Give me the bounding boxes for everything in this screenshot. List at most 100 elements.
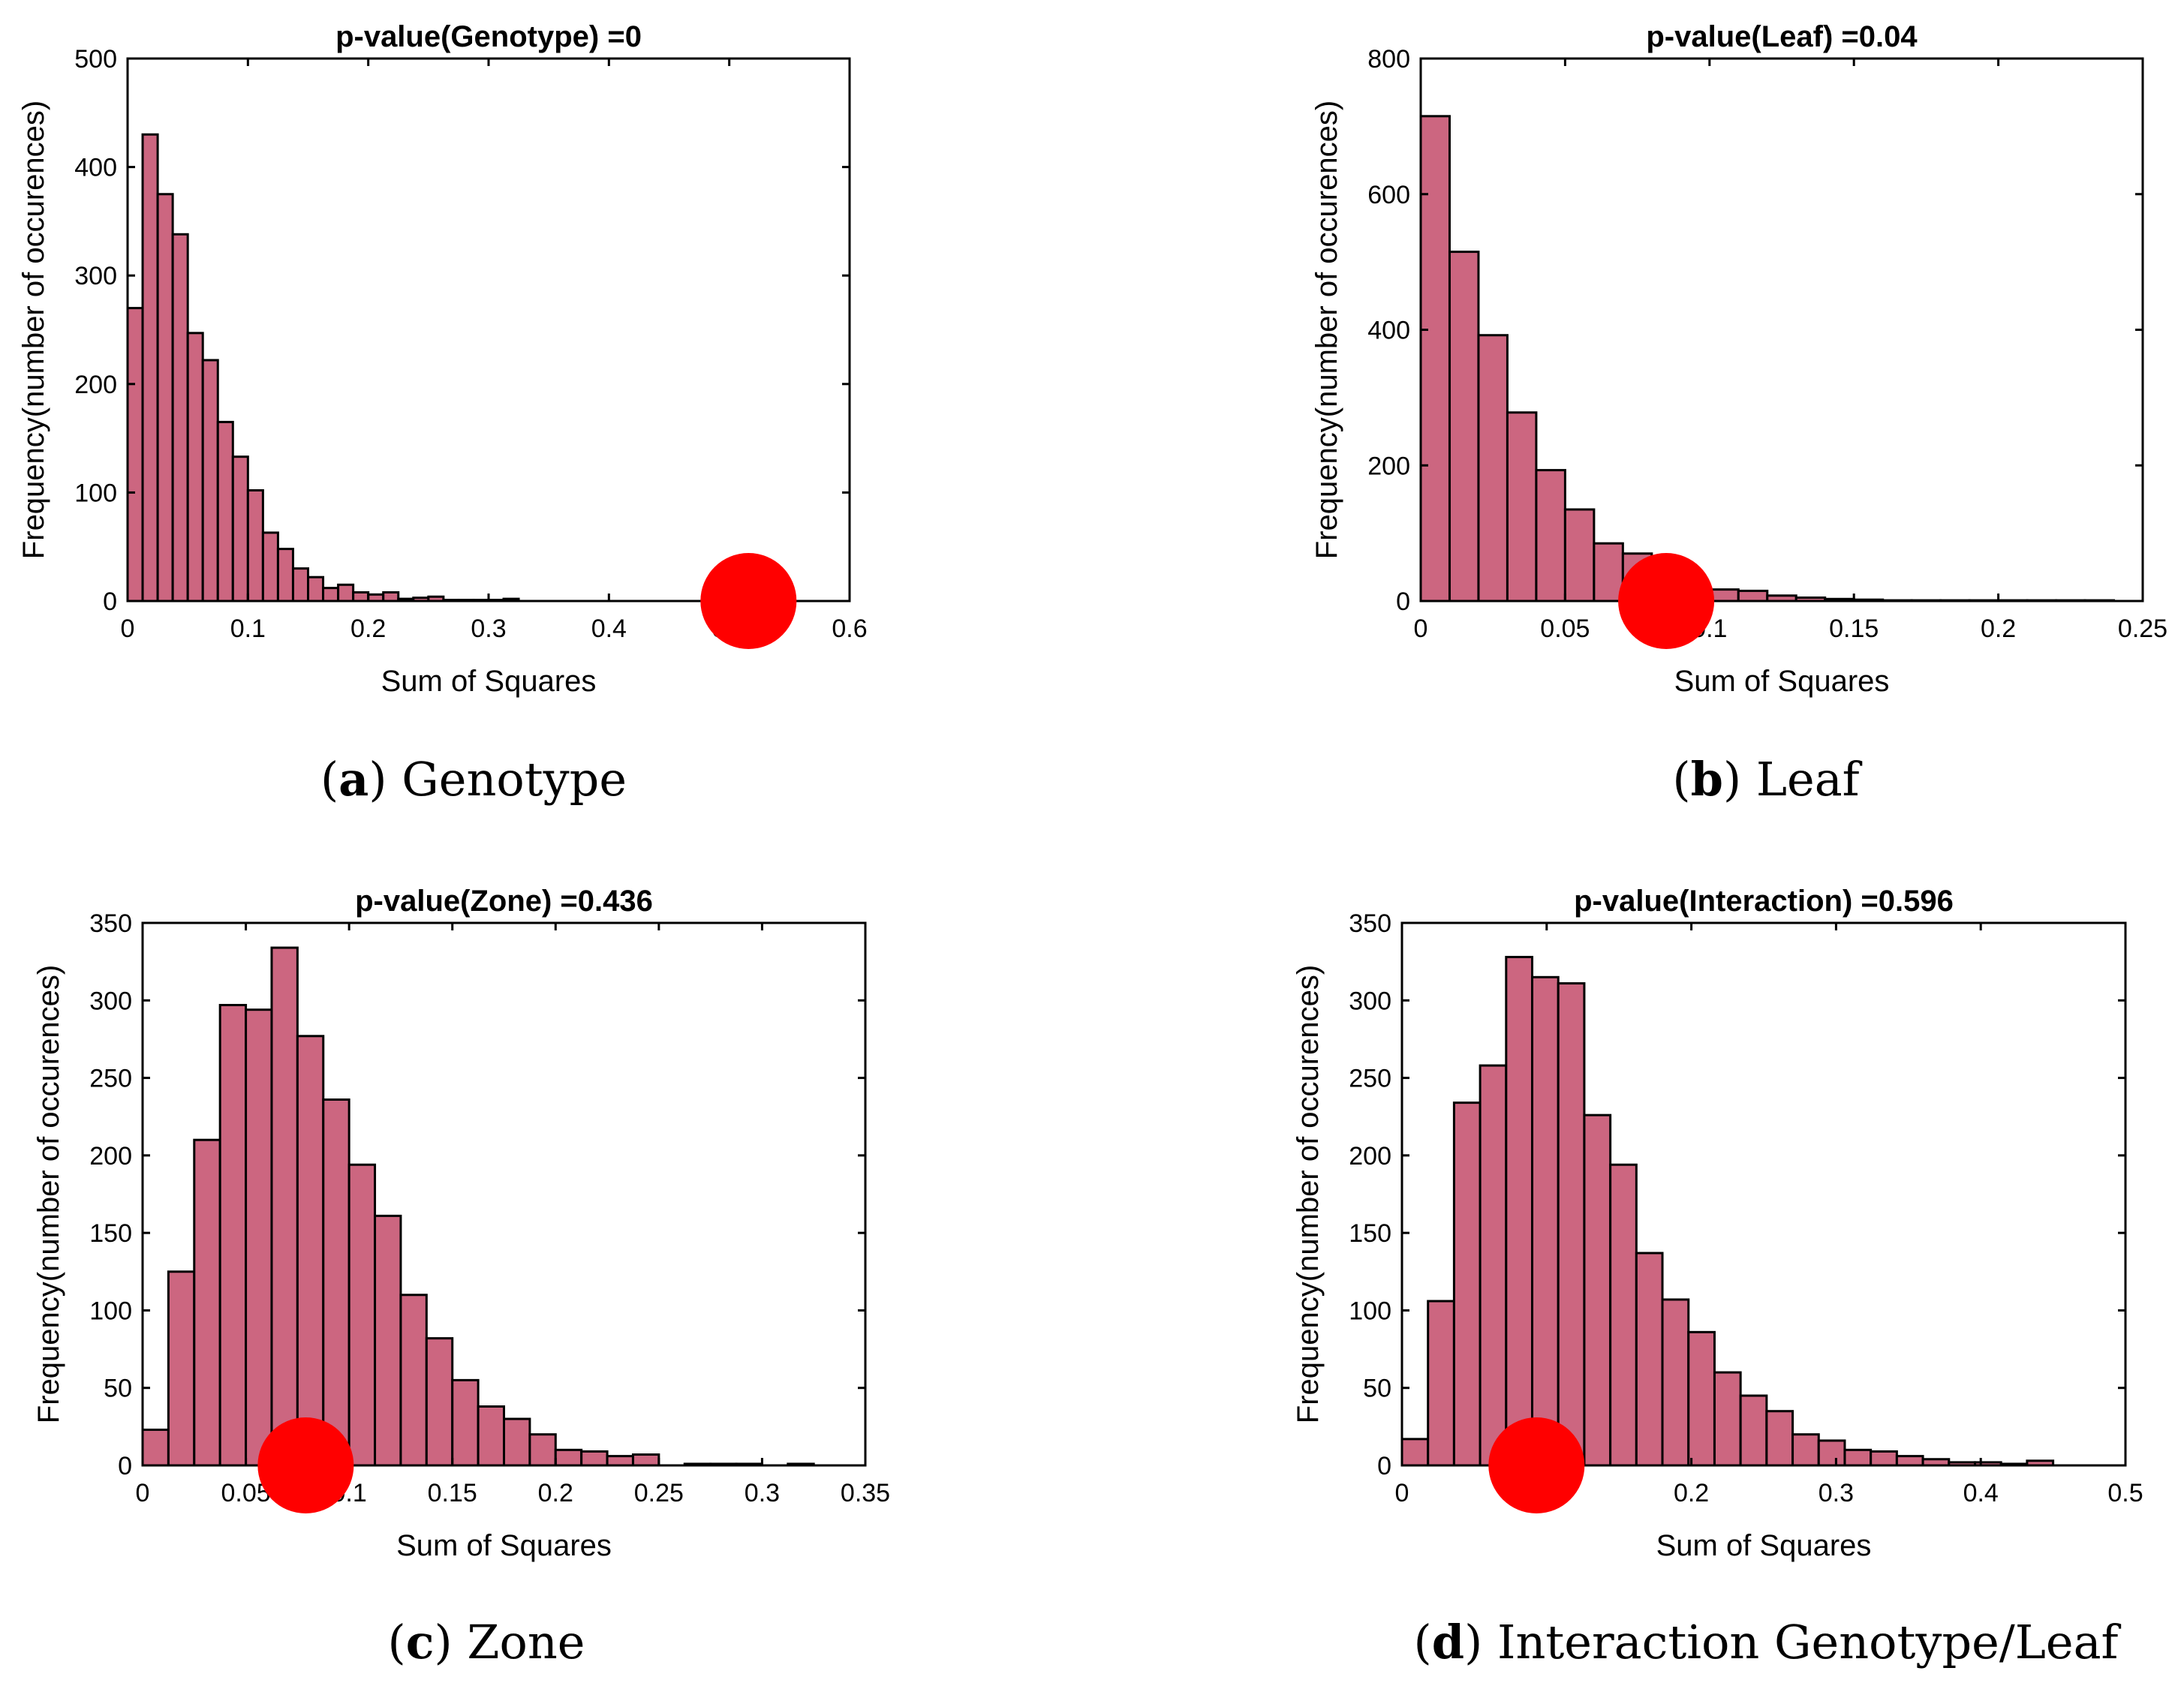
histogram-bar <box>451 1378 480 1467</box>
histogram-bar <box>1479 1064 1508 1467</box>
y-tick-label: 0 <box>1396 588 1410 616</box>
histogram-bar <box>218 1003 248 1467</box>
histogram-bar <box>382 591 400 603</box>
x-tick-label: 0.25 <box>634 1479 684 1507</box>
histogram-bar <box>1739 1394 1768 1467</box>
histogram-bar <box>1557 982 1586 1467</box>
panel-caption-text: Genotype <box>402 752 627 807</box>
y-tick-label: 250 <box>89 1065 132 1093</box>
histogram-bar <box>425 1337 454 1467</box>
chart-title: p-value(Interaction) =0.596 <box>1574 885 1954 918</box>
x-tick-label: 0.35 <box>841 1479 890 1507</box>
histogram-bar <box>528 1433 557 1467</box>
histogram-bar <box>167 1270 196 1467</box>
histogram-bar <box>1765 1410 1794 1467</box>
y-tick-label: 200 <box>89 1142 132 1171</box>
histogram-bar <box>1895 1455 1924 1467</box>
y-tick-label: 300 <box>74 262 117 290</box>
histogram-bar <box>171 233 189 603</box>
chart-panel-d: 00.10.20.30.40.5050100150200250300350p-v… <box>1292 885 2143 1669</box>
histogram-bar <box>141 1428 170 1467</box>
x-tick-label: 0.05 <box>1540 615 1590 643</box>
x-tick-label: 0.3 <box>745 1479 780 1507</box>
histogram-bar <box>1448 251 1480 603</box>
histogram-bar <box>186 332 204 603</box>
histogram-bar <box>193 1138 221 1467</box>
histogram-bar <box>1452 1101 1482 1467</box>
histogram-bar <box>216 420 234 603</box>
y-tick-label: 600 <box>1367 181 1410 209</box>
y-axis-label: Frequency(number of occurences) <box>17 101 50 559</box>
histogram-bar <box>606 1455 634 1467</box>
panel-caption-letter: c <box>406 1615 435 1669</box>
x-tick-label: 0.1 <box>230 615 266 643</box>
histogram-bar <box>261 531 279 603</box>
histogram-bar <box>1870 1450 1898 1467</box>
y-tick-label: 300 <box>1349 987 1391 1015</box>
histogram-bar <box>126 307 144 603</box>
chart-title: p-value(Leaf) =0.04 <box>1646 20 1918 53</box>
panel-caption-letter: d <box>1432 1615 1464 1669</box>
histogram-bar <box>347 1163 377 1467</box>
histogram-bar <box>554 1448 583 1467</box>
x-tick-label: 0.6 <box>832 615 867 643</box>
x-axis-label: Sum of Squares <box>1674 665 1890 698</box>
histogram-bar <box>1687 1330 1716 1467</box>
histogram-bar <box>1713 1371 1742 1467</box>
axes-frame <box>141 921 867 1467</box>
x-tick-label: 0 <box>1414 615 1428 643</box>
chart-title: p-value(Zone) =0.436 <box>355 885 653 918</box>
x-tick-label: 0 <box>121 615 135 643</box>
histogram-bar <box>246 489 264 603</box>
histogram-bar <box>1609 1163 1638 1467</box>
chart-panel-c: 0 0.05 0.1 0.15 0.2 0.25 0.3 0.3505010015020025… <box>32 885 890 1669</box>
histogram-bar <box>374 1214 402 1467</box>
chart-title: p-value(Genotype) =0 <box>335 20 642 53</box>
y-tick-label: 350 <box>1349 909 1391 938</box>
y-tick-label: 0 <box>118 1452 132 1480</box>
x-axis-label: Sum of Squares <box>396 1529 612 1562</box>
y-tick-label: 50 <box>1363 1375 1391 1403</box>
x-tick-label: 0 <box>136 1479 150 1507</box>
panel-caption: (c) Zone <box>388 1615 585 1669</box>
observed-value-marker <box>700 553 797 649</box>
x-tick-label: 0.4 <box>591 615 627 643</box>
histogram-bar <box>352 591 370 603</box>
histogram-bar <box>1419 115 1451 603</box>
histogram-bar <box>631 1453 660 1467</box>
y-tick-label: 350 <box>89 909 132 938</box>
y-tick-label: 150 <box>1349 1219 1391 1248</box>
x-tick-label: 0.2 <box>1981 615 2016 643</box>
observed-value-marker <box>257 1417 354 1513</box>
x-tick-label: 0.25 <box>2118 615 2167 643</box>
x-tick-label: 0.4 <box>1963 1479 1999 1507</box>
histogram-bar <box>1563 508 1596 603</box>
y-tick-label: 200 <box>1367 452 1410 480</box>
y-tick-label: 100 <box>89 1297 132 1325</box>
x-tick-label: 0.2 <box>538 1479 573 1507</box>
histogram-bar <box>1817 1439 1846 1467</box>
histogram-bar <box>1791 1433 1820 1467</box>
x-tick-label: 0.3 <box>1818 1479 1854 1507</box>
histogram-bar <box>1535 469 1566 603</box>
x-tick-label: 0.15 <box>1829 615 1879 643</box>
y-tick-label: 50 <box>104 1375 132 1403</box>
y-tick-label: 200 <box>1349 1142 1391 1171</box>
y-tick-label: 150 <box>89 1219 132 1248</box>
panel-caption: (d) Interaction Genotype/Leaf <box>1414 1615 2122 1669</box>
y-axis-label: Frequency(number of occurences) <box>1292 965 1325 1423</box>
histogram-bar <box>337 583 355 603</box>
y-tick-label: 800 <box>1367 45 1410 74</box>
y-tick-label: 0 <box>1377 1452 1391 1480</box>
axes-frame <box>1400 921 2127 1467</box>
histogram-bar <box>399 1294 428 1467</box>
histogram-bar <box>1583 1113 1612 1467</box>
histogram-bar <box>1505 955 1534 1467</box>
histogram-bar <box>291 567 310 603</box>
panel-caption-letter: b <box>1691 752 1723 807</box>
histogram-bar <box>307 576 325 603</box>
histogram-bar <box>322 587 340 603</box>
x-axis-label: Sum of Squares <box>1656 1529 1872 1562</box>
histogram-bar <box>580 1450 609 1467</box>
